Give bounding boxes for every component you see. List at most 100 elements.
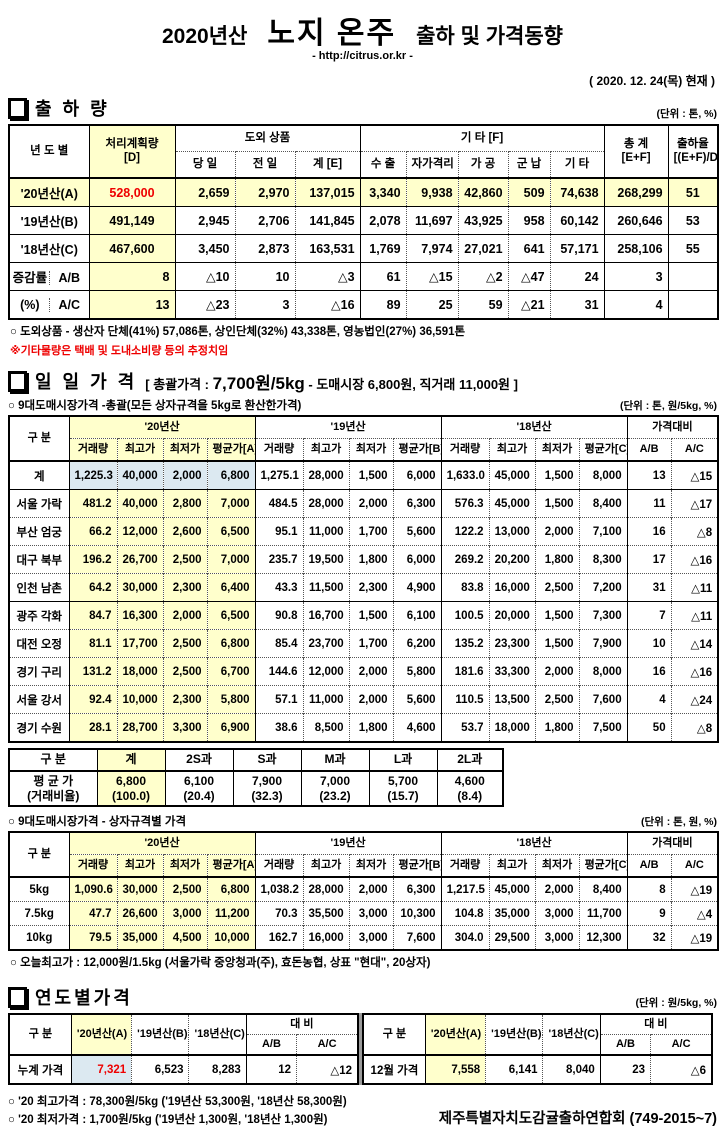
data-cell: △12 bbox=[296, 1054, 358, 1084]
section-square-icon bbox=[8, 986, 27, 1008]
data-cell: 50 bbox=[626, 713, 672, 742]
yearly-tables: 구 분 '20년산(A) '19년산(B) '18년산(C) 대 비 A/B A/C 누계 … bbox=[8, 1013, 717, 1085]
header-cell: S과 bbox=[232, 748, 302, 772]
data-cell: 2,659 bbox=[174, 177, 235, 207]
data-cell: 8,040 bbox=[542, 1054, 601, 1084]
header-cell: 전 일 bbox=[234, 151, 295, 179]
data-cell: 4,600 (8.4) bbox=[436, 770, 504, 807]
header-cell: M과 bbox=[300, 748, 370, 772]
table-row: 구 분 '20년산(A) '19년산(B) '18년산(C) 대 비 bbox=[362, 1014, 712, 1056]
data-cell: 3,000 bbox=[534, 925, 580, 950]
header-cell: '20년산 bbox=[68, 416, 256, 439]
data-cell: 3,000 bbox=[534, 901, 580, 926]
header-cell: A/B bbox=[245, 1034, 297, 1056]
data-cell: 16 bbox=[626, 657, 672, 686]
data-cell: △6 bbox=[650, 1054, 712, 1084]
data-cell: 7.5kg bbox=[8, 901, 69, 926]
data-cell: 53.7 bbox=[440, 713, 490, 742]
data-cell: 18,000 bbox=[116, 657, 163, 686]
data-cell: 1,800 bbox=[534, 713, 580, 742]
data-cell: 1,800 bbox=[348, 545, 394, 574]
data-cell: 269.2 bbox=[440, 545, 490, 574]
data-cell: 6,800 bbox=[206, 629, 256, 658]
header-cell: '19년산 bbox=[254, 832, 442, 855]
header-cell: 년 도 별 bbox=[8, 125, 89, 179]
table-row: 대구 북부 196.2 26,700 2,500 7,000 235.7 19,500 1,8… bbox=[8, 545, 719, 574]
header-cell: 가격대비 bbox=[626, 832, 719, 855]
header-cell: 거래량 bbox=[440, 854, 490, 878]
data-cell: 51 bbox=[667, 177, 719, 207]
data-cell: 1,700 bbox=[348, 629, 394, 658]
data-cell: 1,633.0 bbox=[440, 460, 490, 490]
header-cell: '20년산 bbox=[68, 832, 256, 855]
header-cell: 평균가[A] bbox=[206, 438, 256, 462]
data-cell: 7,600 bbox=[392, 925, 442, 950]
data-cell: 8 bbox=[626, 876, 672, 902]
section-square-icon bbox=[8, 97, 27, 119]
table-row: 서울 가락 481.2 40,000 2,800 7,000 484.5 28,000 2,0… bbox=[8, 489, 719, 518]
data-cell: 7,000 (23.2) bbox=[300, 770, 370, 807]
data-cell: 196.2 bbox=[68, 545, 117, 574]
market-table-caption: ○ 9대도매시장가격 -총괄(모든 상자규격을 5kg로 환산한가격) (단위 … bbox=[8, 397, 717, 413]
data-cell: 12월 가격 bbox=[362, 1054, 426, 1084]
data-cell: 28,000 bbox=[302, 460, 350, 490]
data-cell: 163,531 bbox=[294, 234, 361, 263]
data-cell: △16 bbox=[294, 290, 361, 319]
data-cell: 90.8 bbox=[254, 601, 304, 630]
data-cell: 7,321 bbox=[70, 1054, 132, 1084]
header-cell: 최저가 bbox=[162, 438, 207, 462]
data-cell: 57.1 bbox=[254, 685, 304, 714]
data-cell: 467,600 bbox=[88, 234, 175, 263]
data-cell: 110.5 bbox=[440, 685, 490, 714]
data-cell: 43,925 bbox=[457, 206, 509, 235]
data-cell: 10 bbox=[234, 262, 295, 291]
header-cell: A/B bbox=[626, 854, 672, 878]
data-cell: 6,300 bbox=[392, 489, 442, 518]
data-cell: 3,340 bbox=[359, 177, 407, 207]
header-cell: 기 타 [F] bbox=[359, 125, 605, 152]
data-cell: 84.7 bbox=[68, 601, 117, 630]
data-cell: 42,860 bbox=[457, 177, 509, 207]
header-cell: '19년산(B) bbox=[485, 1014, 543, 1056]
data-cell: 9,938 bbox=[405, 177, 459, 207]
data-cell: 70.3 bbox=[254, 901, 304, 926]
data-cell: 7,900 (32.3) bbox=[232, 770, 302, 807]
data-cell: 1,500 bbox=[348, 460, 394, 490]
data-cell: △2 bbox=[457, 262, 509, 291]
data-cell: 대전 오정 bbox=[8, 629, 69, 658]
header-cell: 2S과 bbox=[164, 748, 234, 772]
data-cell: 11,697 bbox=[405, 206, 459, 235]
data-cell: '19년산(B) bbox=[8, 206, 89, 235]
data-cell: 계 bbox=[8, 460, 69, 490]
header-cell: A/B bbox=[626, 438, 672, 462]
data-cell: △21 bbox=[507, 290, 551, 319]
data-cell: 45,000 bbox=[488, 876, 536, 902]
data-cell: 증감률 A/B bbox=[8, 262, 89, 291]
header-cell: '18년산 bbox=[440, 416, 628, 439]
data-cell: 141,845 bbox=[294, 206, 361, 235]
yearly-cumulative-table-head: 구 분 '20년산(A) '19년산(B) '18년산(C) 대 비 A/B A/C bbox=[8, 1014, 358, 1056]
table-row: '18년산(C) 467,600 3,450 2,873 163,531 1,769 7,9… bbox=[8, 234, 719, 263]
data-cell: 1,800 bbox=[348, 713, 394, 742]
header-cell: 거래량 bbox=[254, 438, 304, 462]
data-cell: 6,100 (20.4) bbox=[164, 770, 234, 807]
shipment-unit-label: (단위 : 톤, %) bbox=[656, 108, 717, 120]
header-cell: 최고가 bbox=[488, 854, 536, 878]
data-cell: 53 bbox=[667, 206, 719, 235]
size-average-table-body: 평 균 가 (거래비율) 6,800 (100.0) 6,100 (20.4) 7,900(… bbox=[8, 770, 504, 807]
table-row: (%) A/C 13 △23 3 △16 89 25 59 △21 31 4 bbox=[8, 290, 719, 319]
daily-bracket-suffix: - 도매시장 6,800원, 직거래 11,000원 ] bbox=[304, 376, 518, 392]
data-cell: 6,200 bbox=[392, 629, 442, 658]
data-cell: 4,600 bbox=[392, 713, 442, 742]
data-cell: 2,500 bbox=[162, 629, 207, 658]
header-cell: 최고가 bbox=[116, 438, 163, 462]
data-cell: △8 bbox=[670, 713, 719, 742]
data-cell: 260,646 bbox=[603, 206, 669, 235]
data-cell: 1,500 bbox=[534, 489, 580, 518]
data-cell: 12 bbox=[245, 1054, 297, 1084]
data-cell: 162.7 bbox=[254, 925, 304, 950]
header-cell: 최저가 bbox=[162, 854, 207, 878]
data-cell: 79.5 bbox=[68, 925, 117, 950]
section-daily-title: 일 일 가 격 bbox=[35, 372, 138, 392]
data-cell: 1,500 bbox=[348, 601, 394, 630]
